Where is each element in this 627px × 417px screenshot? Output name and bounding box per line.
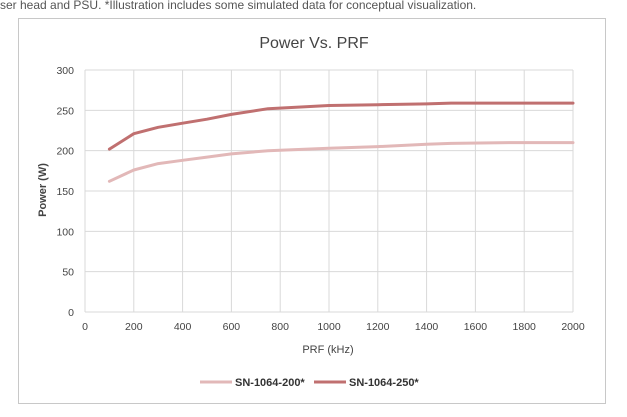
y-tick-label: 300	[56, 65, 74, 77]
x-tick-label: 2000	[561, 321, 585, 333]
x-tick-label: 1400	[415, 321, 439, 333]
x-axis-label: PRF (kHz)	[302, 344, 353, 356]
x-tick-label: 600	[223, 321, 241, 333]
x-tick-label: 800	[271, 321, 289, 333]
chart-title: Power Vs. PRF	[259, 35, 369, 52]
series-line-2	[107, 101, 575, 151]
caption-text: ser head and PSU. *Illustration includes…	[0, 0, 477, 12]
series-lines	[107, 101, 575, 183]
y-tick-label: 100	[56, 226, 74, 238]
x-tick-label: 400	[174, 321, 192, 333]
chart-container	[18, 18, 606, 404]
y-tick-label: 0	[68, 307, 74, 319]
y-tick-label: 150	[56, 186, 74, 198]
legend: SN-1064-200* SN-1064-250*	[200, 377, 419, 389]
x-tick-label: 200	[125, 321, 143, 333]
y-tick-label: 250	[56, 105, 74, 117]
series-line-1	[107, 141, 575, 183]
y-tick-label: 200	[56, 146, 74, 158]
legend-label-1: SN-1064-200*	[235, 377, 305, 389]
legend-label-2: SN-1064-250*	[349, 377, 419, 389]
x-tick-label: 0	[82, 321, 88, 333]
y-axis-label: Power (W)	[37, 163, 49, 217]
x-axis-ticks: 0 200 400 600 800 1000 1200 1400 1600 1800 2000	[82, 321, 585, 333]
x-tick-label: 1600	[464, 321, 488, 333]
y-axis-ticks: 0 50 100 150 200 250 300	[56, 65, 74, 319]
x-tick-label: 1200	[366, 321, 390, 333]
x-tick-label: 1000	[317, 321, 341, 333]
x-tick-label: 1800	[513, 321, 537, 333]
y-tick-label: 50	[62, 267, 74, 279]
grid-lines	[84, 69, 574, 313]
